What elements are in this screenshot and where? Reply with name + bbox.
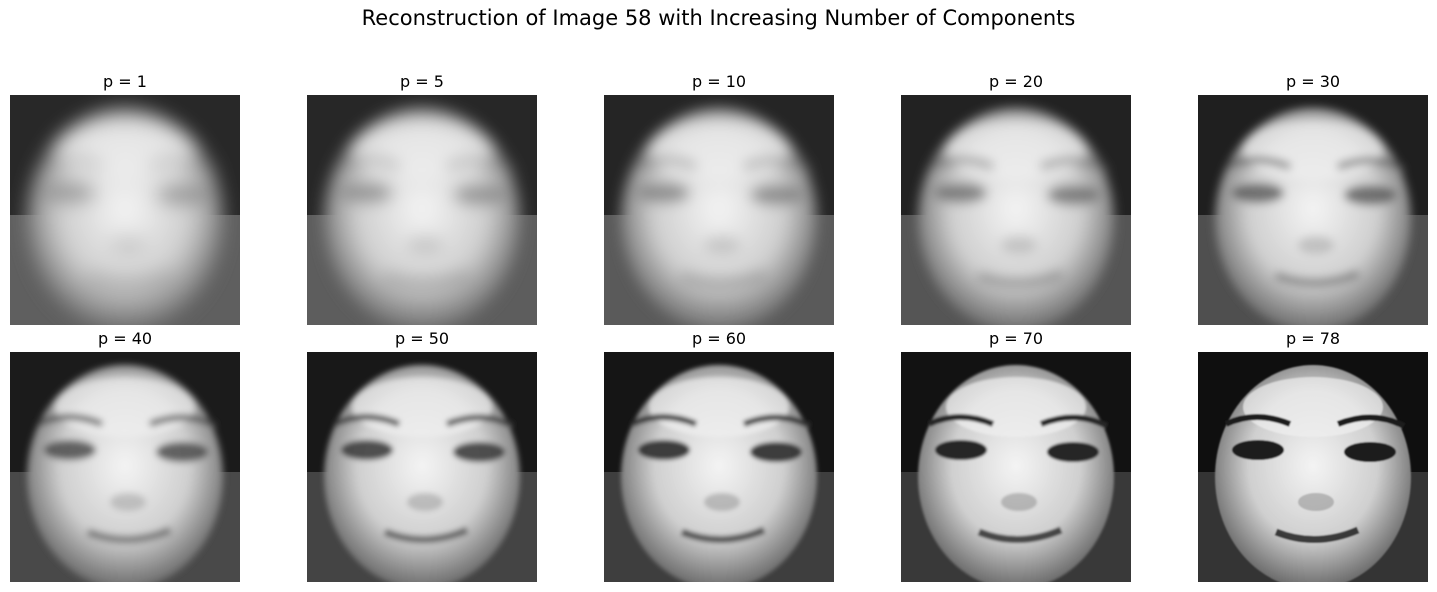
panel-title: p = 20 xyxy=(988,72,1044,91)
face-reconstruction-image xyxy=(1198,95,1428,325)
panel-title: p = 1 xyxy=(103,72,147,91)
face-reconstruction-image xyxy=(604,95,834,325)
panel-title: p = 60 xyxy=(691,329,747,348)
face-reconstruction-image xyxy=(1198,352,1428,582)
face-reconstruction-image xyxy=(10,352,240,582)
panel-title: p = 5 xyxy=(400,72,444,91)
panel-title: p = 40 xyxy=(97,329,153,348)
face-reconstruction-image xyxy=(307,352,537,582)
face-reconstruction-image xyxy=(307,95,537,325)
panel-title: p = 10 xyxy=(691,72,747,91)
face-reconstruction-image xyxy=(901,352,1131,582)
panel-title: p = 70 xyxy=(988,329,1044,348)
face-reconstruction-image xyxy=(604,352,834,582)
figure-title: Reconstruction of Image 58 with Increasi… xyxy=(361,6,1076,30)
panel-title: p = 50 xyxy=(394,329,450,348)
face-reconstruction-image xyxy=(901,95,1131,325)
panel-title: p = 78 xyxy=(1285,329,1341,348)
panel-title: p = 30 xyxy=(1285,72,1341,91)
face-reconstruction-image xyxy=(10,95,240,325)
